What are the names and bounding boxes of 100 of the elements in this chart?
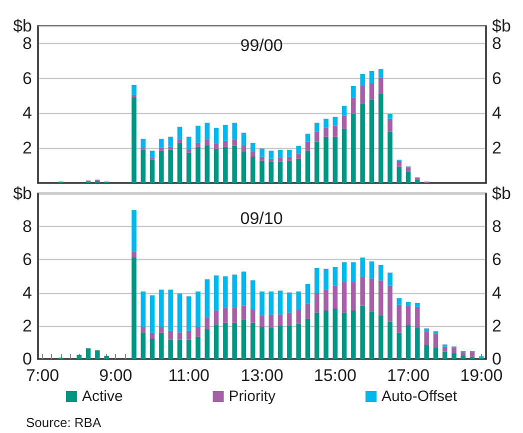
bar: [204, 145, 210, 183]
bar: [250, 310, 256, 323]
bar: [204, 279, 210, 318]
bar: [305, 134, 310, 142]
bar: [388, 286, 392, 322]
bar: [260, 291, 264, 316]
bar: [396, 304, 402, 333]
bar: [214, 128, 219, 144]
y2-tick-label: 2: [492, 316, 502, 336]
legend-label: Active: [82, 388, 123, 405]
y-tick-label: 4: [22, 283, 32, 302]
bar: [186, 152, 192, 183]
y2-tick-label: 6: [492, 250, 502, 270]
bar: [177, 332, 182, 340]
bar: [168, 146, 173, 150]
bar: [177, 293, 182, 332]
bar: [268, 291, 274, 314]
y-tick-label: $b: [13, 184, 32, 203]
bar: [324, 310, 328, 359]
bar: [132, 94, 136, 98]
bar: [150, 160, 155, 183]
bar: [260, 326, 264, 359]
x-tick-label: 9:00: [99, 366, 132, 385]
bar: [287, 326, 292, 359]
y-tick-label: 2: [22, 316, 32, 336]
bar: [159, 138, 164, 148]
bar: [260, 160, 264, 183]
bar: [223, 146, 228, 183]
bar: [260, 156, 264, 161]
bar: [287, 156, 292, 161]
bar: [314, 312, 320, 359]
bar: [168, 150, 173, 183]
y-tick-label: $b: [13, 16, 32, 36]
bar: [232, 122, 237, 140]
bar: [177, 139, 182, 143]
bar: [250, 156, 256, 183]
bar: [351, 98, 356, 114]
bar: [186, 136, 192, 150]
bar: [296, 291, 301, 310]
bar: [150, 332, 155, 338]
x-tick-label: 7:00: [26, 366, 60, 385]
bar: [360, 276, 365, 306]
bar: [140, 150, 146, 183]
y2-tick-label: 0: [492, 350, 502, 368]
y2-tick-label: $b: [492, 184, 511, 203]
y2-tick-label: 4: [492, 104, 502, 123]
bar: [168, 290, 173, 331]
bar: [433, 333, 438, 348]
bar: [351, 262, 356, 282]
bar: [452, 348, 456, 354]
y2-tick-label: 8: [492, 34, 502, 53]
bar: [250, 151, 256, 156]
bar: [268, 158, 274, 162]
y2-tick-label: 8: [492, 217, 502, 236]
bar: [159, 326, 164, 333]
y-tick-label: 2: [22, 138, 32, 158]
bar: [140, 147, 146, 150]
bar: [140, 138, 146, 148]
bar: [232, 274, 237, 308]
bar: [342, 116, 347, 129]
bar: [287, 292, 292, 312]
bar: [177, 126, 182, 140]
bar: [150, 338, 155, 359]
bar: [260, 315, 264, 327]
bar: [140, 291, 146, 327]
bar: [388, 272, 392, 286]
bar: [314, 122, 320, 132]
bar: [415, 306, 420, 328]
bar: [314, 268, 320, 292]
bar: [223, 322, 228, 359]
bar: [305, 304, 310, 319]
bar: [324, 136, 328, 183]
bar: [314, 142, 320, 183]
bar: [296, 146, 301, 154]
bar: [223, 276, 228, 308]
bar: [332, 136, 338, 183]
y2-tick-label: $b: [492, 16, 511, 36]
bar: [196, 126, 200, 143]
bar: [196, 291, 200, 327]
bar: [378, 264, 384, 280]
bar: [196, 146, 200, 183]
bar: [268, 314, 274, 328]
bar: [388, 132, 392, 183]
bar: [332, 116, 338, 126]
bar: [378, 69, 384, 78]
bar: [204, 139, 210, 146]
bar: [470, 352, 475, 357]
bar: [232, 139, 237, 146]
bar: [186, 150, 192, 153]
y2-tick-label: 2: [492, 138, 502, 158]
bar: [241, 151, 246, 183]
bar: [196, 142, 200, 147]
bar: [342, 262, 347, 282]
bar: [260, 148, 264, 157]
bar: [296, 310, 301, 324]
bar: [406, 306, 411, 325]
bar: [159, 150, 164, 183]
y-tick-label: 6: [22, 68, 32, 88]
x-tick-label: 11:00: [168, 366, 210, 385]
bar: [168, 136, 173, 147]
